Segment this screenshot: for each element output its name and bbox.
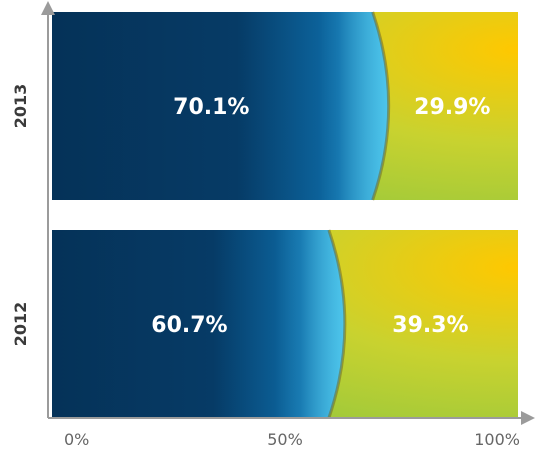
category-label-2012: 2012 (11, 302, 30, 347)
x-tick-label-2: 100% (474, 430, 520, 449)
data-label-2013-series2: 29.9% (414, 95, 490, 120)
bar-edge-highlight-2012 (275, 230, 345, 418)
data-label-2012-series1: 60.7% (151, 313, 227, 338)
bar-edge-highlight-2013 (319, 12, 389, 200)
category-label-2013: 2013 (11, 84, 30, 129)
data-label-2012-series2: 39.3% (392, 313, 468, 338)
bars-group (52, 12, 518, 418)
x-tick-label-0: 0% (64, 430, 89, 449)
data-label-2013-series1: 70.1% (173, 95, 249, 120)
x-tick-label-1: 50% (267, 430, 303, 449)
